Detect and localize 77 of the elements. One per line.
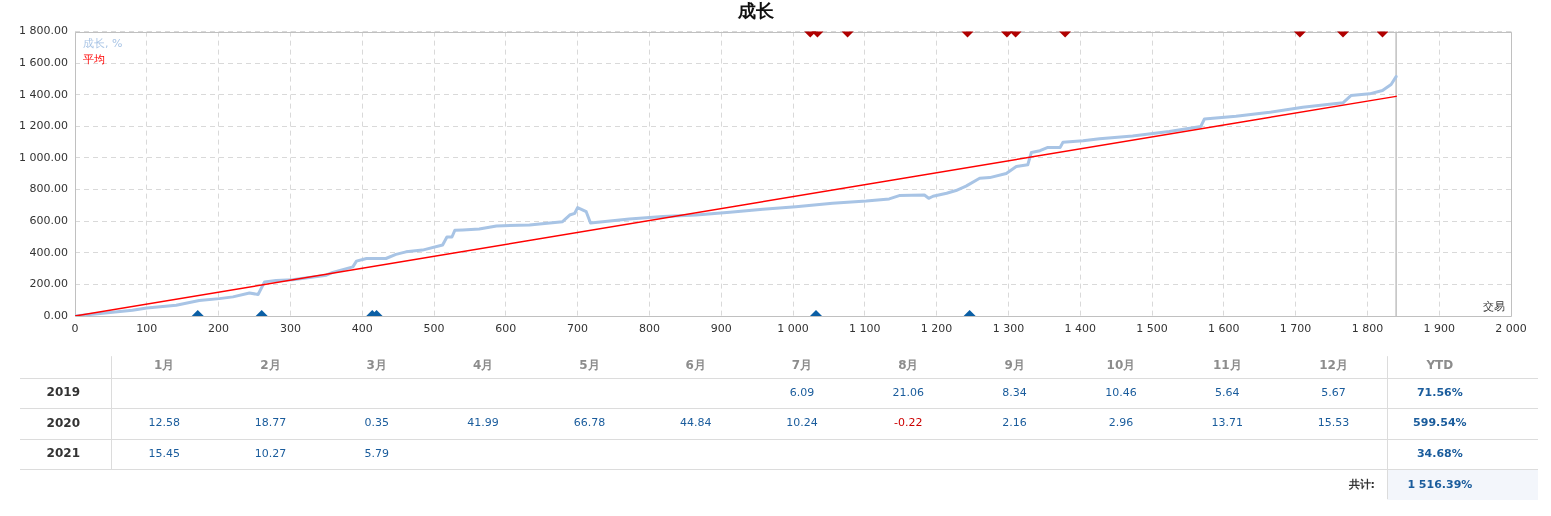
- x-tick-label: 700: [567, 322, 589, 336]
- text: 成长, %: [83, 37, 123, 51]
- annotation: 1 516.39%: [1407, 477, 1473, 491]
- x-tick-label: 1 600: [1208, 322, 1240, 336]
- data-label: 599.54%: [1413, 416, 1467, 430]
- x-tick-label: 0: [71, 322, 79, 336]
- data-label: 15.53: [1317, 416, 1350, 430]
- data-label: 18.77: [254, 416, 287, 430]
- data-label: 6.09: [789, 386, 815, 400]
- y-tick-label: 0.00: [43, 308, 68, 322]
- x-tick-label: 1 300: [992, 322, 1025, 336]
- y-tick-label: 400.00: [29, 245, 68, 259]
- data-label: 44.84: [679, 416, 712, 430]
- x-tick-label: 400: [351, 322, 373, 336]
- x-tick-label: 8月: [898, 358, 919, 373]
- y-tick-label: 1 400.00: [19, 87, 68, 101]
- x-tick-label: 1 900: [1423, 322, 1455, 336]
- x-tick-label: 2 000: [1495, 322, 1527, 336]
- x-tick-label: 800: [638, 322, 660, 336]
- data-label: 12.58: [148, 416, 180, 430]
- y-tick-label: 1 200.00: [19, 119, 68, 133]
- data-label: 21.06: [892, 386, 925, 400]
- x-tick-label: 1 000: [777, 322, 809, 336]
- x-tick-label: 100: [136, 322, 158, 336]
- y-tick-label: 2019: [46, 385, 80, 400]
- x-tick-label: 5月: [579, 358, 600, 373]
- x-tick-label: 10月: [1106, 358, 1136, 373]
- y-tick-label: 1 000.00: [19, 150, 68, 164]
- x-tick-label: 2月: [260, 358, 281, 373]
- data-label: 10.27: [254, 446, 287, 460]
- y-tick-label: 1 600.00: [19, 56, 68, 70]
- x-tick-label: 300: [279, 322, 301, 336]
- x-tick-label: 12月: [1319, 358, 1348, 373]
- data-label: 5.64: [1214, 386, 1240, 400]
- data-label: 10.46: [1105, 386, 1137, 400]
- x-tick-label: 900: [710, 322, 732, 336]
- x-axis-title: 交易: [1483, 300, 1505, 314]
- x-tick-label: 1 200: [920, 322, 953, 336]
- x-tick-label: 1月: [153, 358, 175, 373]
- y-tick-label: 1 800.00: [19, 24, 68, 38]
- data-label: 71.56%: [1416, 386, 1463, 400]
- data-label: 13.71: [1211, 416, 1243, 430]
- chart-title: 成长: [736, 0, 775, 22]
- data-label: 5.67: [1321, 386, 1346, 400]
- data-label: 0.35: [364, 416, 390, 430]
- data-label: -0.22: [894, 416, 923, 430]
- data-label: 34.68%: [1416, 446, 1463, 460]
- data-label: 2.96: [1108, 416, 1134, 430]
- x-tick-label: 1 400: [1064, 322, 1096, 336]
- y-tick-label: 2021: [46, 445, 80, 460]
- data-label: 41.99: [467, 416, 499, 430]
- x-tick-label: 3月: [366, 358, 387, 373]
- x-tick-label: 1 800: [1351, 322, 1384, 336]
- data-label: 2.16: [1002, 416, 1027, 430]
- x-tick-label: YTD: [1425, 358, 1454, 373]
- data-label: 66.78: [573, 416, 606, 430]
- x-tick-label: 1 500: [1136, 322, 1168, 336]
- x-tick-label: 4月: [472, 358, 494, 373]
- x-tick-label: 1 100: [849, 322, 881, 336]
- x-tick-label: 11月: [1212, 358, 1242, 373]
- annotation: 共计:: [1347, 477, 1375, 491]
- y-tick-label: 200.00: [29, 277, 68, 291]
- x-tick-label: 6月: [685, 358, 706, 373]
- x-tick-label: 9月: [1004, 358, 1025, 373]
- x-tick-label: 600: [495, 322, 517, 336]
- x-tick-label: 7月: [791, 358, 813, 373]
- data-label: 10.24: [786, 416, 818, 430]
- y-tick-label: 600.00: [29, 214, 68, 228]
- data-label: 8.34: [1002, 386, 1027, 400]
- x-tick-label: 1 700: [1279, 322, 1312, 336]
- data-label: 15.45: [148, 446, 180, 460]
- data-label: 5.79: [364, 446, 390, 460]
- y-tick-label: 2020: [46, 415, 80, 430]
- text: 平均: [83, 53, 105, 67]
- x-tick-label: 500: [423, 322, 445, 336]
- x-tick-label: 200: [208, 322, 230, 336]
- y-tick-label: 800.00: [29, 182, 68, 196]
